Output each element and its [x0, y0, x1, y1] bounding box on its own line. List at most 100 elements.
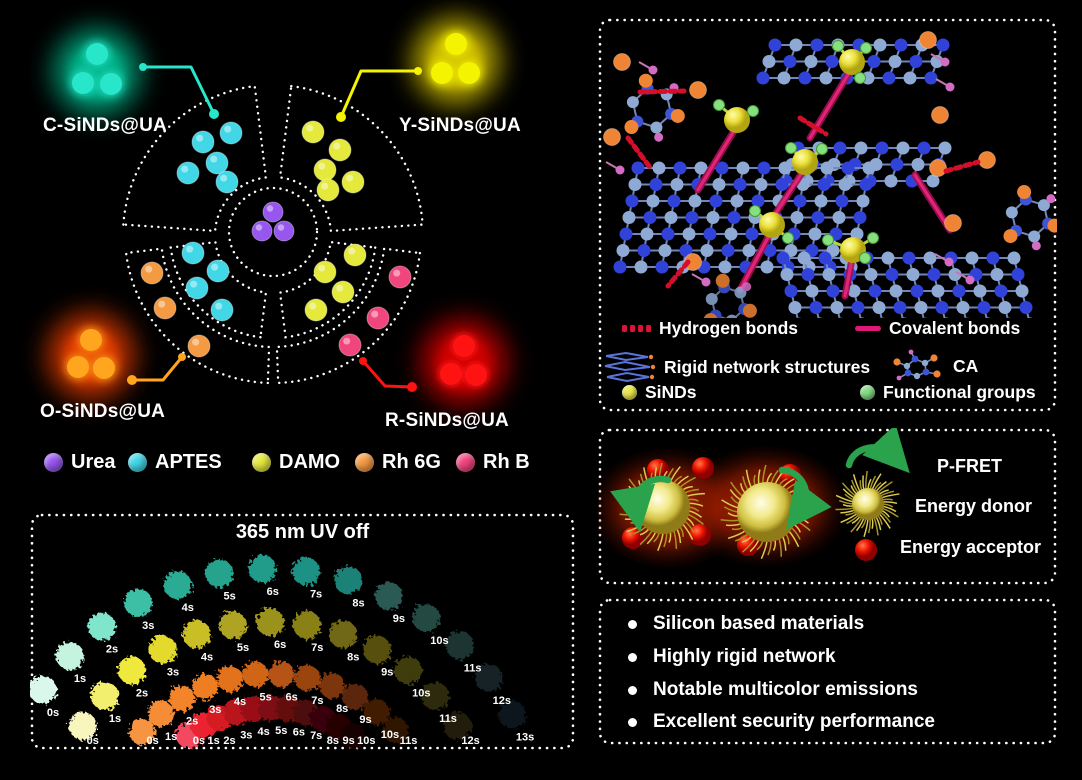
uv-time-label: 3s: [142, 620, 154, 632]
key-point-text: Notable multicolor emissions: [653, 679, 918, 700]
damo-dot: [341, 170, 365, 194]
uv-time-label: 10s: [412, 687, 430, 699]
damo-dot: [316, 178, 340, 202]
bullet-icon: [628, 652, 637, 662]
uv-sample-dot: [334, 566, 363, 595]
legend-label: Functional groups: [883, 382, 1036, 402]
uv-sample-dot: [363, 635, 392, 664]
damo-dot: [301, 120, 325, 144]
uv-time-label: 11s: [439, 713, 457, 725]
rhb-dot: [366, 306, 390, 330]
energy-donor-icon: [835, 470, 900, 537]
sind-ball: [759, 212, 785, 238]
fret-arrow: [778, 466, 832, 530]
uv-time-label: 8s: [352, 597, 364, 609]
covalent-bonds-icon: [855, 326, 881, 331]
uv-time-label: 8s: [327, 735, 339, 747]
uv-sample-dot: [147, 700, 174, 727]
uv-sample-dot: [256, 608, 284, 636]
key-point-text: Highly rigid network: [653, 646, 836, 667]
uv-sample-dot: [68, 711, 97, 740]
synthesis-rosette-illustration: [47, 17, 508, 406]
uv-sample-dot: [394, 656, 423, 685]
urea-dot: [262, 201, 284, 223]
sample-label-c: C-SiNDs@UA: [43, 115, 167, 136]
aptes-dot: [210, 298, 234, 322]
rh6g-dot: [187, 334, 211, 358]
uv-time-label: 9s: [343, 735, 355, 747]
uv-sample-dot: [329, 620, 358, 649]
hydrogen-bond: [665, 259, 691, 289]
callout-line: [339, 69, 418, 118]
legend-label: CA: [953, 355, 979, 376]
uv-sample-dot: [340, 723, 367, 750]
uv-time-label: 11s: [400, 735, 418, 747]
damo-color-dot: [252, 453, 271, 472]
rigid-network-icon: [604, 351, 656, 383]
sample-label-o: O-SiNDs@UA: [40, 401, 166, 422]
key-point-row: Highly rigid network: [628, 646, 836, 668]
fret-arrow: [610, 475, 672, 533]
uv-time-label: 1s: [74, 673, 86, 685]
uv-time-label: 9s: [381, 667, 393, 679]
sample-label-r: R-SiNDs@UA: [385, 410, 509, 431]
aptes-dot: [191, 130, 215, 154]
legend-item-hydrogen-bonds: Hydrogen bonds: [622, 318, 798, 339]
uv-sample-dot: [205, 559, 234, 588]
rhb-dot: [338, 333, 362, 357]
uv-time-label: 5s: [260, 692, 272, 704]
glow-cluster: [420, 318, 508, 406]
sind-ball: [839, 49, 865, 75]
sinds-ball-icon: [622, 385, 637, 400]
glow-cluster: [47, 312, 135, 400]
uv-time-label: 8s: [336, 703, 348, 715]
uv-sample-dot: [216, 665, 243, 692]
rosette-sector: [124, 247, 271, 385]
energy-acceptor-icon: [689, 524, 711, 546]
uv-time-label: 5s: [224, 591, 236, 603]
uv-sample-dot: [443, 711, 472, 740]
uv-time-label: 10s: [357, 735, 375, 747]
rh6g-dot: [153, 296, 177, 320]
bullet-icon: [628, 685, 637, 695]
aptes-color-dot: [128, 453, 147, 472]
key-point-row: Silicon based materials: [628, 613, 864, 635]
legend-item-sinds: SiNDs: [622, 382, 697, 403]
hydrogen-bond: [943, 159, 981, 174]
damo-dot: [328, 138, 352, 162]
legend-item-rhb: Rh B: [456, 451, 530, 474]
rhb-color-dot: [456, 453, 475, 472]
p-fret-panel: P-FRET Energy donor Energy acceptor: [598, 428, 1057, 585]
aptes-dot: [176, 161, 200, 185]
uv-sample-dot: [293, 611, 322, 640]
uv-sample-dot: [445, 631, 474, 660]
uv-time-label: 4s: [234, 696, 246, 708]
aptes-dot: [181, 241, 205, 265]
ca-molecule-icon: [893, 349, 941, 381]
uv-sample-dot: [55, 641, 84, 670]
uv-time-label: 10s: [430, 635, 448, 647]
uv-off-panel: 365 nm UV off 0s 1s 2s 3s 4s 5s 6s 7s 8s 9s 10s 11s…: [30, 513, 575, 750]
legend-item-ca: CA: [887, 349, 978, 383]
energy-donor-label: Energy donor: [915, 496, 1033, 516]
sind-ball: [724, 107, 750, 133]
rosette-sector: [275, 247, 422, 385]
uv-time-label: 7s: [311, 642, 323, 654]
uv-time-label: 1s: [208, 735, 220, 747]
legend-item-aptes: APTES: [128, 451, 222, 474]
uv-time-label: 7s: [311, 695, 323, 707]
uv-time-label: 2s: [106, 644, 118, 656]
functional-groups-ball-icon: [860, 385, 875, 400]
uv-time-label: 3s: [209, 704, 221, 716]
damo-dot: [304, 298, 328, 322]
uv-panel-title: 365 nm UV off: [235, 521, 370, 543]
uv-time-label: 6s: [274, 639, 286, 651]
uv-time-label: 0s: [87, 735, 99, 747]
aptes-dot: [205, 151, 229, 175]
uv-sample-dot: [268, 661, 295, 688]
legend-label: Urea: [71, 451, 116, 473]
uv-sample-dot: [218, 611, 247, 640]
aptes-dot: [219, 121, 243, 145]
